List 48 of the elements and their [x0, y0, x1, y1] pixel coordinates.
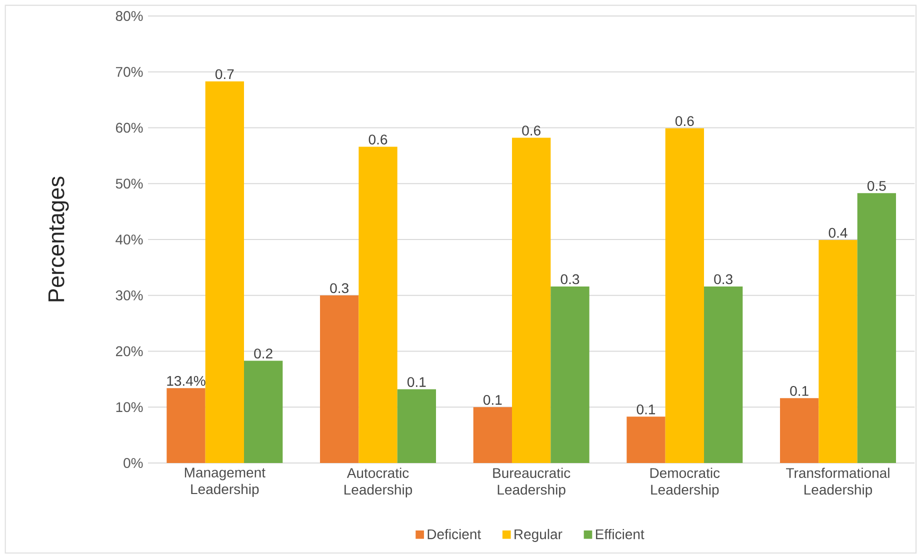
data-label: 0.1: [407, 377, 426, 387]
y-tick-label: 20%: [116, 346, 143, 356]
data-label: 0.1: [790, 386, 808, 396]
y-tick-label: 10%: [116, 402, 143, 412]
y-tick-label: 40%: [116, 234, 143, 244]
bar: [704, 286, 743, 463]
data-label: 0.1: [636, 404, 656, 414]
bar: [166, 388, 206, 463]
legend-label: Efficient: [596, 528, 644, 540]
bar: [512, 138, 551, 463]
y-tick-label: 50%: [116, 178, 143, 189]
x-tick-label: Autocratic Leadership: [344, 468, 412, 498]
bar: [550, 286, 590, 463]
bar: [205, 81, 244, 463]
data-label: 0.3: [330, 283, 348, 294]
y-tick-label: 60%: [116, 122, 143, 133]
bar: [665, 128, 704, 463]
data-label: 0.1: [483, 394, 502, 405]
data-label: 0.6: [675, 116, 694, 126]
bar: [320, 295, 359, 463]
data-label: 0.5: [867, 180, 886, 191]
y-tick-label: 80%: [116, 11, 143, 21]
data-label: 0.7: [215, 69, 234, 80]
bar: [780, 398, 819, 463]
legend-label: Regular: [514, 528, 562, 542]
bar: [473, 407, 512, 463]
data-label: 0.4: [828, 228, 848, 238]
y-tick-label: 70%: [116, 66, 143, 77]
bar: [626, 416, 666, 463]
x-tick-label: Democratic Leadership: [650, 468, 720, 498]
bar: [857, 193, 896, 463]
bar: [818, 240, 858, 463]
y-axis-title: Percentages: [48, 176, 69, 302]
bar: [244, 360, 283, 463]
y-tick-label: 30%: [116, 290, 143, 300]
x-tick-label: Bureaucratic Leadership: [493, 468, 570, 498]
data-label: 0.3: [560, 274, 580, 284]
legend-label: Deficient: [428, 528, 481, 540]
data-label: 0.2: [254, 348, 272, 358]
data-label: 13.4%: [167, 376, 206, 386]
x-tick-label: Transformational Leadership: [786, 468, 890, 498]
y-tick-label: 0%: [124, 458, 143, 468]
data-label: 0.6: [368, 134, 388, 144]
data-label: 0.6: [522, 126, 540, 136]
bar: [358, 146, 398, 463]
bar: [397, 389, 436, 463]
data-label: 0.3: [714, 274, 732, 284]
x-tick-label: Management Leadership: [184, 468, 266, 497]
